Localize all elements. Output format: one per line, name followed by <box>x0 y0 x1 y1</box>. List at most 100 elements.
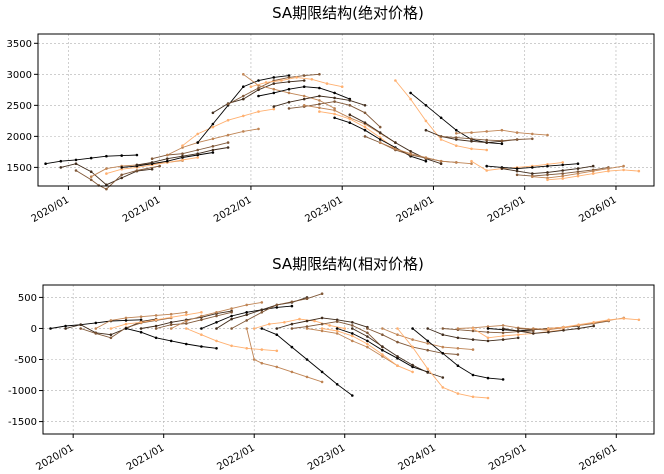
data-point <box>120 176 123 180</box>
data-point <box>252 358 256 361</box>
series-line-13 <box>242 73 336 110</box>
data-point <box>257 79 260 82</box>
data-point <box>456 353 460 356</box>
data-point <box>200 311 203 314</box>
data-point <box>120 154 123 157</box>
data-point <box>169 327 173 330</box>
y-tick-label: 2500 <box>7 101 32 112</box>
data-point <box>257 110 260 113</box>
data-point <box>576 167 580 170</box>
data-point <box>169 312 173 316</box>
data-point <box>381 333 384 337</box>
data-point <box>426 367 430 371</box>
data-point <box>363 128 367 132</box>
data-point <box>471 373 475 377</box>
data-point <box>302 97 306 101</box>
data-point <box>320 380 324 384</box>
data-point <box>318 94 321 98</box>
series-path <box>246 328 323 383</box>
data-point <box>577 327 580 330</box>
data-point <box>290 300 294 304</box>
data-point <box>546 176 549 180</box>
data-point <box>456 327 460 330</box>
data-point <box>394 79 397 82</box>
data-point <box>439 159 443 163</box>
data-point <box>320 327 324 330</box>
series-line-7 <box>150 141 230 160</box>
data-point <box>64 324 67 328</box>
data-point <box>185 322 188 325</box>
data-point <box>166 159 169 163</box>
data-point <box>378 138 382 141</box>
series-line-23 <box>381 327 475 351</box>
data-point <box>181 146 184 149</box>
data-point <box>500 139 504 142</box>
data-point <box>396 327 399 330</box>
x-tick-label: 2022/01 <box>215 443 256 473</box>
data-point <box>230 317 233 321</box>
data-point <box>546 178 549 182</box>
data-point <box>486 396 490 400</box>
data-point <box>486 376 490 380</box>
data-point <box>532 332 535 335</box>
chart-title-absolute: SA期限结构(绝对价格) <box>272 4 424 22</box>
data-point <box>196 148 199 152</box>
series-line-34 <box>546 168 641 182</box>
series-line-6 <box>135 146 230 167</box>
data-point <box>546 163 549 166</box>
data-point <box>109 333 113 337</box>
data-point <box>302 104 306 107</box>
data-point <box>74 158 78 162</box>
data-point <box>363 111 367 115</box>
series-line-8 <box>169 301 264 330</box>
data-point <box>89 170 93 173</box>
series-line-34 <box>547 317 641 330</box>
y-tick-label: 500 <box>18 293 37 304</box>
data-point <box>275 306 279 309</box>
x-tick-label: 2023/01 <box>306 443 347 473</box>
series-line-31 <box>501 324 595 335</box>
data-point <box>272 76 276 79</box>
data-point <box>333 109 336 112</box>
data-point <box>305 375 309 379</box>
data-point <box>335 329 339 333</box>
data-point <box>622 317 626 320</box>
data-point <box>154 324 158 328</box>
data-point <box>275 333 279 337</box>
data-point <box>211 111 215 115</box>
data-point <box>105 167 108 170</box>
data-point <box>455 132 458 135</box>
data-point <box>44 162 47 165</box>
data-point <box>351 327 354 330</box>
data-point <box>200 345 203 348</box>
data-point <box>94 327 98 330</box>
x-tick-label: 2026/01 <box>577 195 618 225</box>
data-point <box>426 327 430 330</box>
data-point <box>561 169 564 172</box>
data-point <box>211 137 215 141</box>
data-point <box>576 172 580 175</box>
data-point <box>351 394 354 397</box>
data-point <box>515 169 519 173</box>
data-point <box>607 169 610 173</box>
data-point <box>424 156 428 159</box>
series-line-16 <box>272 94 367 108</box>
data-point <box>196 156 199 159</box>
data-point <box>500 167 504 170</box>
data-point <box>320 292 324 296</box>
data-point <box>394 147 397 151</box>
data-point <box>561 163 564 167</box>
x-tick-label: 2023/01 <box>303 195 344 225</box>
data-point <box>426 371 430 374</box>
data-point <box>577 323 580 327</box>
data-point <box>439 162 443 165</box>
data-point <box>287 80 291 84</box>
data-point <box>169 323 173 327</box>
series-line-33 <box>531 164 625 180</box>
chart-title-relative: SA期限结构(相对价格) <box>272 255 424 273</box>
data-point <box>318 102 321 106</box>
data-point <box>381 355 384 358</box>
data-point <box>576 174 580 178</box>
x-tick-label: 2020/01 <box>34 443 75 473</box>
